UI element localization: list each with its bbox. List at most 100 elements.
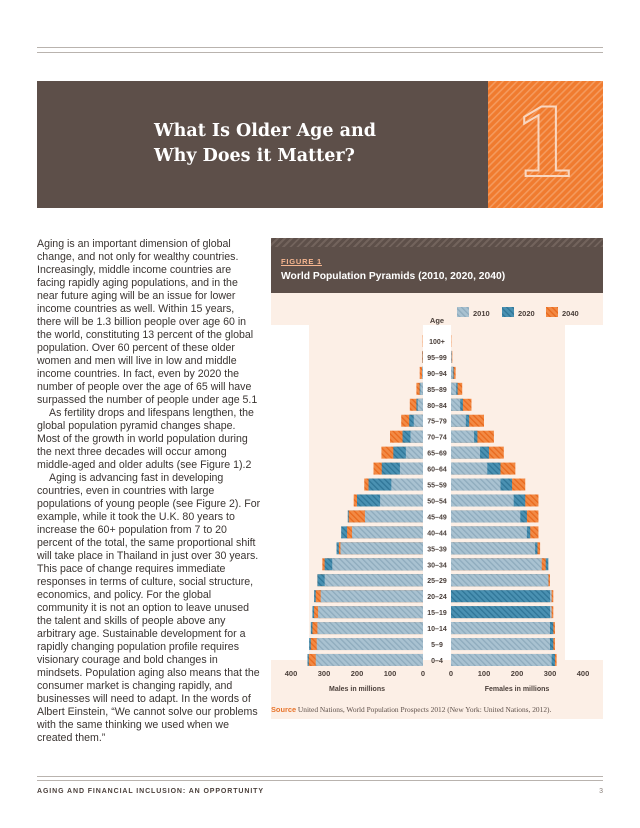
chapter-title-line-2: Why Does it Matter? [154, 146, 355, 166]
chapter-number-box: 1 [488, 81, 603, 208]
bar-female-2020-15-19 [451, 606, 550, 619]
bar-male-2010-25-29 [324, 574, 423, 587]
bar-male-2010-85-89 [420, 382, 423, 395]
bar-female-2010-10-14 [451, 622, 550, 635]
bar-female-2020-20-24 [451, 590, 550, 603]
males-axis-label: Males in millions [329, 686, 385, 693]
age-label-85-89: 85–89 [427, 387, 447, 394]
bar-male-2010-5-9 [316, 638, 423, 651]
chapter-title: What Is Older Age and Why Does it Matter… [154, 119, 474, 169]
bar-male-2010-15-19 [318, 606, 423, 619]
legend-label-2020: 2020 [518, 309, 535, 318]
female-tick-200: 200 [511, 669, 524, 678]
population-pyramid-chart: 2010 2020 2040 Age 100+ 95–99 90–94 85–89 80–84 7… [271, 307, 603, 693]
age-label-50-54: 50–54 [427, 498, 447, 505]
bar-female-2010-30-34 [451, 558, 542, 571]
bar-male-2010-20-24 [320, 590, 423, 603]
body-text: Aging is an important dimension of globa… [37, 238, 261, 745]
bar-male-2010-30-34 [332, 558, 423, 571]
chapter-number: 1 [512, 88, 579, 200]
figure-title: World Population Pyramids (2010, 2020, 2… [281, 271, 506, 282]
bar-male-2010-45-49 [364, 510, 423, 523]
bar-female-2010-65-69 [451, 446, 481, 459]
age-label-20-24: 20–24 [427, 594, 447, 601]
bar-female-2010-50-54 [451, 494, 514, 507]
paragraph-1: Aging is an important dimension of globa… [37, 238, 258, 406]
chapter-title-line-1: What Is Older Age and [154, 121, 376, 141]
male-tick-400: 400 [285, 669, 298, 678]
male-tick-300: 300 [318, 669, 331, 678]
bar-female-2010-45-49 [451, 510, 521, 523]
bar-female-2010-70-74 [451, 430, 475, 443]
male-tick-0: 0 [421, 669, 425, 678]
bar-male-2010-40-44 [352, 526, 423, 539]
females-axis-label: Females in millions [485, 686, 550, 693]
male-tick-100: 100 [384, 669, 397, 678]
age-label-55-59: 55–59 [427, 483, 447, 490]
figure-header: FIGURE 1 World Population Pyramids (2010… [271, 238, 603, 293]
bar-male-2010-0-4 [315, 653, 423, 666]
top-rule [37, 47, 603, 48]
age-label-35-39: 35–39 [427, 546, 447, 553]
female-tick-100: 100 [478, 669, 491, 678]
bar-female-2010-85-89 [451, 382, 457, 395]
bar-female-2010-80-84 [451, 398, 461, 411]
age-label-25-29: 25–29 [427, 578, 447, 585]
bar-female-2010-55-59 [451, 478, 501, 491]
page-number: 3 [599, 788, 603, 795]
bar-male-2010-65-69 [405, 446, 423, 459]
footer-publication-title: AGING AND FINANCIAL INCLUSION: AN OPPORT… [37, 788, 264, 795]
age-label-40-44: 40–44 [427, 530, 447, 537]
age-label-60-64: 60–64 [427, 467, 447, 474]
figure-source: Source United Nations, World Population … [271, 705, 603, 714]
figure-label: FIGURE 1 [281, 257, 322, 266]
top-rule-secondary [37, 52, 603, 53]
source-label: Source [271, 705, 297, 714]
age-label-70-74: 70–74 [427, 435, 447, 442]
right-panel-gap [565, 325, 603, 660]
bar-female-2010-40-44 [451, 526, 527, 539]
bar-male-2010-10-14 [317, 622, 423, 635]
age-label-15-19: 15–19 [427, 610, 447, 617]
age-label-80-84: 80–84 [427, 403, 447, 410]
footer-rule-secondary [37, 780, 603, 781]
female-tick-0: 0 [449, 669, 453, 678]
female-tick-400: 400 [577, 669, 590, 678]
bar-male-2010-50-54 [380, 494, 423, 507]
figure-1: FIGURE 1 World Population Pyramids (2010… [271, 238, 603, 719]
paragraph-2: As fertility drops and lifespans lengthe… [37, 407, 254, 471]
bar-female-2010-0-4 [451, 653, 552, 666]
bar-female-2010-95-99 [451, 350, 452, 363]
age-label-30-34: 30–34 [427, 562, 447, 569]
bar-female-2010-35-39 [451, 542, 536, 555]
bar-female-2010-5-9 [451, 638, 550, 651]
legend-swatch-2010 [457, 307, 469, 317]
bar-male-2010-80-84 [417, 398, 423, 411]
source-text: United Nations, World Population Prospec… [297, 705, 552, 714]
bar-female-2010-25-29 [451, 574, 549, 587]
age-label-10-14: 10–14 [427, 626, 447, 633]
paragraph-3: Aging is advancing fast in developing co… [37, 472, 261, 744]
male-tick-200: 200 [351, 669, 364, 678]
left-panel-gap [271, 325, 309, 660]
legend-label-2010: 2010 [473, 309, 490, 318]
bar-male-2040-90-94 [419, 366, 423, 379]
age-label-0-4: 0–4 [431, 658, 443, 665]
chapter-banner: What Is Older Age and Why Does it Matter… [37, 81, 488, 208]
age-label-90-94: 90–94 [427, 371, 447, 378]
bar-male-2010-35-39 [340, 542, 423, 555]
age-label-100: 100+ [429, 339, 445, 346]
age-label-95-99: 95–99 [427, 355, 447, 362]
legend-swatch-2020 [502, 307, 514, 317]
bar-male-2040-95-99 [422, 350, 423, 363]
bar-male-2010-60-64 [399, 462, 423, 475]
age-label-75-79: 75–79 [427, 419, 447, 426]
bar-female-2010-60-64 [451, 462, 488, 475]
bar-male-2010-55-59 [391, 478, 423, 491]
age-label-65-69: 65–69 [427, 451, 447, 458]
chapter-hatch-pattern [488, 81, 603, 208]
legend-label-2040: 2040 [562, 309, 579, 318]
footer-rule [37, 776, 603, 777]
female-tick-300: 300 [544, 669, 557, 678]
age-column-background [423, 325, 451, 660]
